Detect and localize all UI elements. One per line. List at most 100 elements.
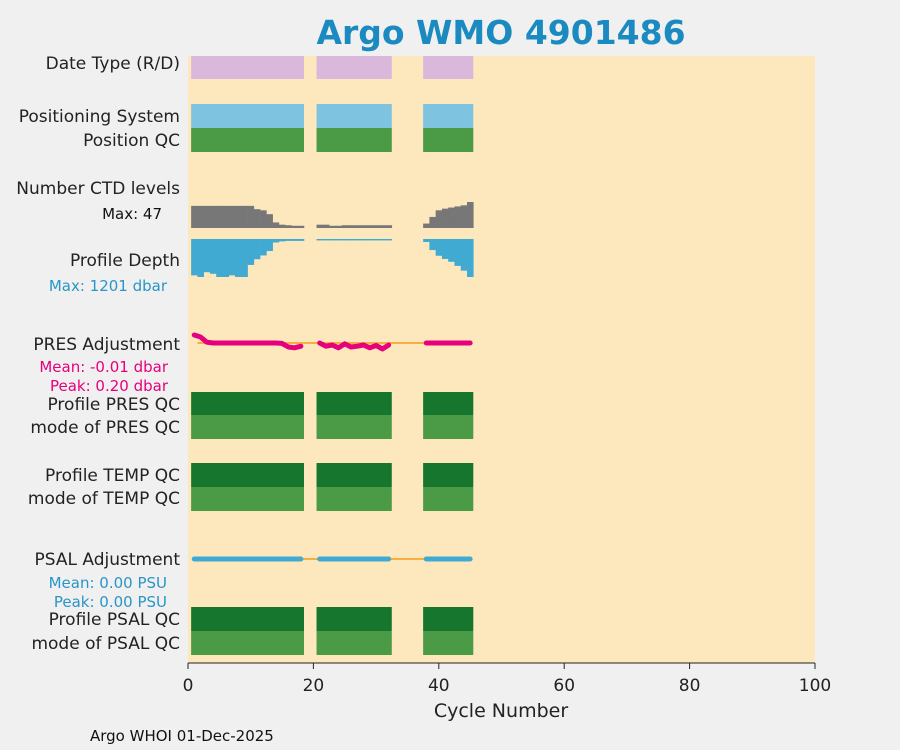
ctd-level-bar	[429, 216, 436, 228]
ctd-level-bar	[467, 202, 474, 228]
band-mode-psal-qc-seg-3	[423, 631, 474, 655]
profile-depth-bar	[341, 239, 349, 241]
band-mode-temp-qc-seg-1	[191, 487, 304, 511]
ctd-level-bar	[322, 224, 330, 228]
profile-depth-bar	[209, 239, 217, 274]
x-tick-label: 80	[679, 676, 701, 696]
label-profile-depth: Profile Depth	[70, 251, 180, 271]
profile-depth-bar	[228, 239, 236, 276]
profile-depth-bar	[441, 239, 449, 259]
band-profile-temp-qc-seg-2	[316, 463, 392, 487]
label-psal-peak: Peak: 0.00 PSU	[54, 593, 167, 611]
ctd-level-bar	[272, 222, 280, 228]
ctd-level-bar	[423, 223, 430, 228]
band-mode-pres-qc-seg-2	[316, 415, 392, 439]
ctd-level-bar	[441, 208, 449, 228]
ctd-level-bar	[347, 225, 355, 228]
ctd-level-bar	[435, 210, 443, 228]
ctd-level-bar	[460, 205, 468, 228]
label-mode-psal-qc: mode of PSAL QC	[31, 634, 180, 654]
profile-depth-bar	[460, 239, 468, 271]
label-profile-psal-qc: Profile PSAL QC	[49, 610, 180, 630]
ctd-level-bar	[222, 205, 230, 228]
profile-depth-bar	[197, 239, 204, 277]
profile-depth-bar	[329, 239, 336, 241]
ctd-level-bar	[228, 205, 236, 228]
profile-depth-bar	[454, 239, 462, 266]
band-mode-psal-qc-seg-1	[191, 631, 304, 655]
profile-depth-bar	[278, 239, 286, 242]
ctd-level-bar	[266, 214, 273, 228]
ctd-level-bar	[260, 210, 267, 228]
ctd-level-bar	[297, 225, 305, 228]
band-mode-temp-qc-seg-3	[423, 487, 474, 511]
profile-depth-bar	[235, 239, 242, 277]
band-date-type-seg-2	[316, 56, 392, 79]
ctd-level-bar	[379, 225, 386, 228]
ctd-level-bar	[253, 209, 261, 228]
ctd-level-bar	[235, 205, 242, 228]
label-psal-mean: Mean: 0.00 PSU	[49, 574, 167, 592]
profile-depth-bar	[360, 239, 367, 241]
ctd-level-bar	[203, 205, 211, 228]
x-axis-label: Cycle Number	[434, 700, 568, 722]
ctd-level-bar	[209, 205, 217, 228]
ctd-level-bar	[316, 224, 324, 228]
x-tick-label: 60	[553, 676, 575, 696]
footer-credit: Argo WHOI 01-Dec-2025	[90, 727, 274, 745]
ctd-level-bar	[329, 225, 336, 228]
label-ctd-max: Max: 47	[102, 205, 162, 223]
ctd-level-bar	[241, 205, 248, 228]
label-pres-adjustment: PRES Adjustment	[33, 335, 180, 355]
band-mode-temp-qc-seg-2	[316, 487, 392, 511]
ctd-level-bar	[448, 207, 455, 228]
profile-depth-bar	[253, 239, 261, 260]
profile-depth-bar	[222, 239, 230, 277]
band-date-type-seg-3	[423, 56, 474, 79]
label-ctd-levels: Number CTD levels	[16, 179, 180, 199]
band-mode-pres-qc-seg-3	[423, 415, 474, 439]
band-positioning-system-seg-3	[423, 104, 474, 128]
profile-depth-bar	[354, 239, 361, 241]
profile-depth-bar	[203, 239, 211, 273]
ctd-level-bar	[354, 225, 361, 228]
band-positioning-system-seg-2	[316, 104, 392, 128]
label-position-qc: Position QC	[83, 131, 180, 151]
marks-layer	[191, 332, 473, 562]
band-profile-psal-qc-seg-1	[191, 607, 304, 631]
profile-depth-bar	[241, 239, 248, 277]
profile-depth-bar	[291, 239, 299, 241]
band-profile-pres-qc-seg-2	[316, 392, 392, 415]
ctd-level-bar	[247, 205, 255, 228]
x-tick-label: 20	[303, 676, 325, 696]
label-mode-pres-qc: mode of PRES QC	[30, 418, 180, 438]
profile-depth-bar	[297, 239, 305, 241]
profile-depth-bar	[379, 239, 386, 241]
ctd-level-bar	[341, 225, 349, 228]
label-date-type: Date Type (R/D)	[46, 54, 180, 74]
ctd-level-bar	[335, 225, 342, 228]
ctd-level-bar	[366, 225, 374, 228]
ctd-level-bar	[454, 206, 462, 228]
profile-depth-bar	[372, 239, 380, 241]
band-profile-psal-qc-seg-2	[316, 607, 392, 631]
band-profile-pres-qc-seg-3	[423, 392, 474, 415]
pres-adjustment-series-seg-2	[317, 340, 392, 352]
x-ticks: 0 20 40 60 80 100	[183, 663, 831, 696]
band-position-qc-seg-3	[423, 128, 474, 152]
ctd-level-bar	[372, 225, 380, 228]
x-tick-label: 0	[183, 676, 194, 696]
band-profile-pres-qc-seg-1	[191, 392, 304, 415]
profile-depth-bar	[316, 239, 324, 241]
ctd-level-bar	[191, 205, 198, 228]
ctd-level-bar	[197, 205, 204, 228]
profile-depth-bar	[385, 239, 393, 241]
ctd-level-bar	[278, 224, 286, 228]
band-profile-temp-qc-seg-1	[191, 463, 304, 487]
profile-depth-bar	[260, 239, 267, 256]
band-mode-pres-qc-seg-1	[191, 415, 304, 439]
band-mode-psal-qc-seg-2	[316, 631, 392, 655]
profile-depth-bar	[322, 239, 330, 241]
pres-adjustment-series-seg-1	[191, 332, 304, 351]
